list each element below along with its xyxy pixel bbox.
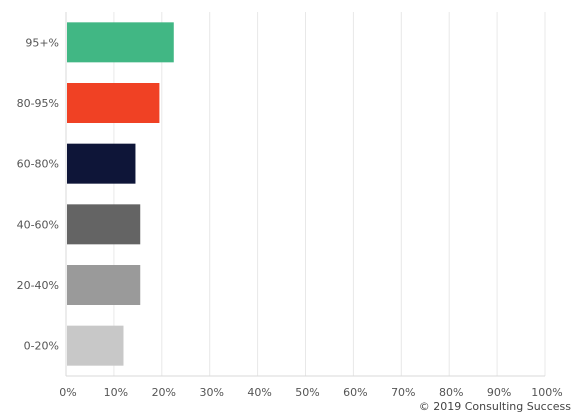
bar [67,325,124,366]
bar [67,204,141,245]
copyright-text: © 2019 Consulting Success [418,400,571,413]
x-tick-label: 100% [531,386,562,399]
x-tick-label: 10% [104,386,128,399]
bar [67,143,136,184]
x-tick-label: 70% [391,386,415,399]
x-tick-label: 90% [487,386,511,399]
x-tick-label: 60% [343,386,367,399]
x-tick-label: 30% [199,386,223,399]
y-axis-labels: 95+% 80-95% 60-80% 40-60% 20-40% 0-20% [17,36,59,352]
bar [67,265,141,305]
x-tick-label: 0% [59,386,76,399]
x-tick-label: 20% [152,386,176,399]
y-category-label: 0-20% [24,340,59,353]
y-category-label: 40-60% [17,218,59,231]
y-category-label: 80-95% [17,97,59,110]
x-axis-labels: 0% 10% 20% 30% 40% 50% 60% 70% 80% 90% 100% [59,386,562,399]
bar [67,22,174,63]
y-category-label: 60-80% [17,158,59,171]
bars [67,22,174,366]
y-category-label: 20-40% [17,279,59,292]
x-tick-label: 40% [247,386,271,399]
y-category-label: 95+% [25,36,59,49]
x-tick-label: 50% [295,386,319,399]
grid-lines [65,12,546,377]
bar [67,83,160,123]
x-tick-label: 80% [439,386,463,399]
